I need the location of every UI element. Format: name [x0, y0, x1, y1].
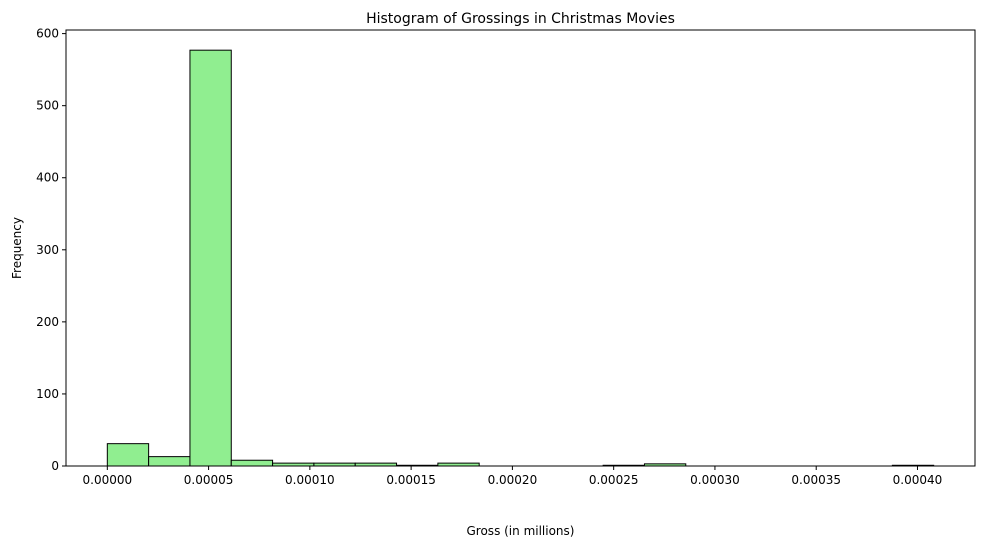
x-axis-title: Gross (in millions)	[467, 524, 575, 538]
y-tick-label: 400	[36, 171, 59, 185]
y-ticks-group: 0 100 200 300 400 500 600	[36, 27, 66, 473]
chart-title: Histogram of Grossings in Christmas Movi…	[366, 11, 675, 27]
histogram-bar	[106, 443, 150, 467]
histogram-bar	[189, 49, 232, 467]
x-tick-label: 0.00015	[386, 473, 436, 487]
histogram-bar	[148, 456, 191, 467]
plot-frame	[65, 29, 976, 467]
y-tick-label: 300	[36, 243, 59, 257]
y-tick-label: 600	[36, 27, 59, 41]
x-tick-label: 0.00020	[488, 473, 538, 487]
y-axis-title: Frequency	[10, 217, 24, 279]
y-tick-label: 0	[51, 459, 59, 473]
y-tick-label: 500	[36, 99, 59, 113]
y-tick-label: 200	[36, 315, 59, 329]
x-tick-label: 0.00035	[791, 473, 841, 487]
x-tick-label: 0.00030	[690, 473, 740, 487]
x-tick-label: 0.00040	[893, 473, 943, 487]
x-tick-label: 0.00025	[589, 473, 639, 487]
x-tick-label: 0.00000	[83, 473, 133, 487]
x-tick-label: 0.00010	[285, 473, 335, 487]
x-tick-label: 0.00005	[184, 473, 234, 487]
y-tick-label: 100	[36, 387, 59, 401]
histogram-bar	[230, 459, 274, 467]
x-ticks-group: 0.00000 0.00005 0.00010 0.00015 0.00020 0.000…	[83, 466, 943, 487]
